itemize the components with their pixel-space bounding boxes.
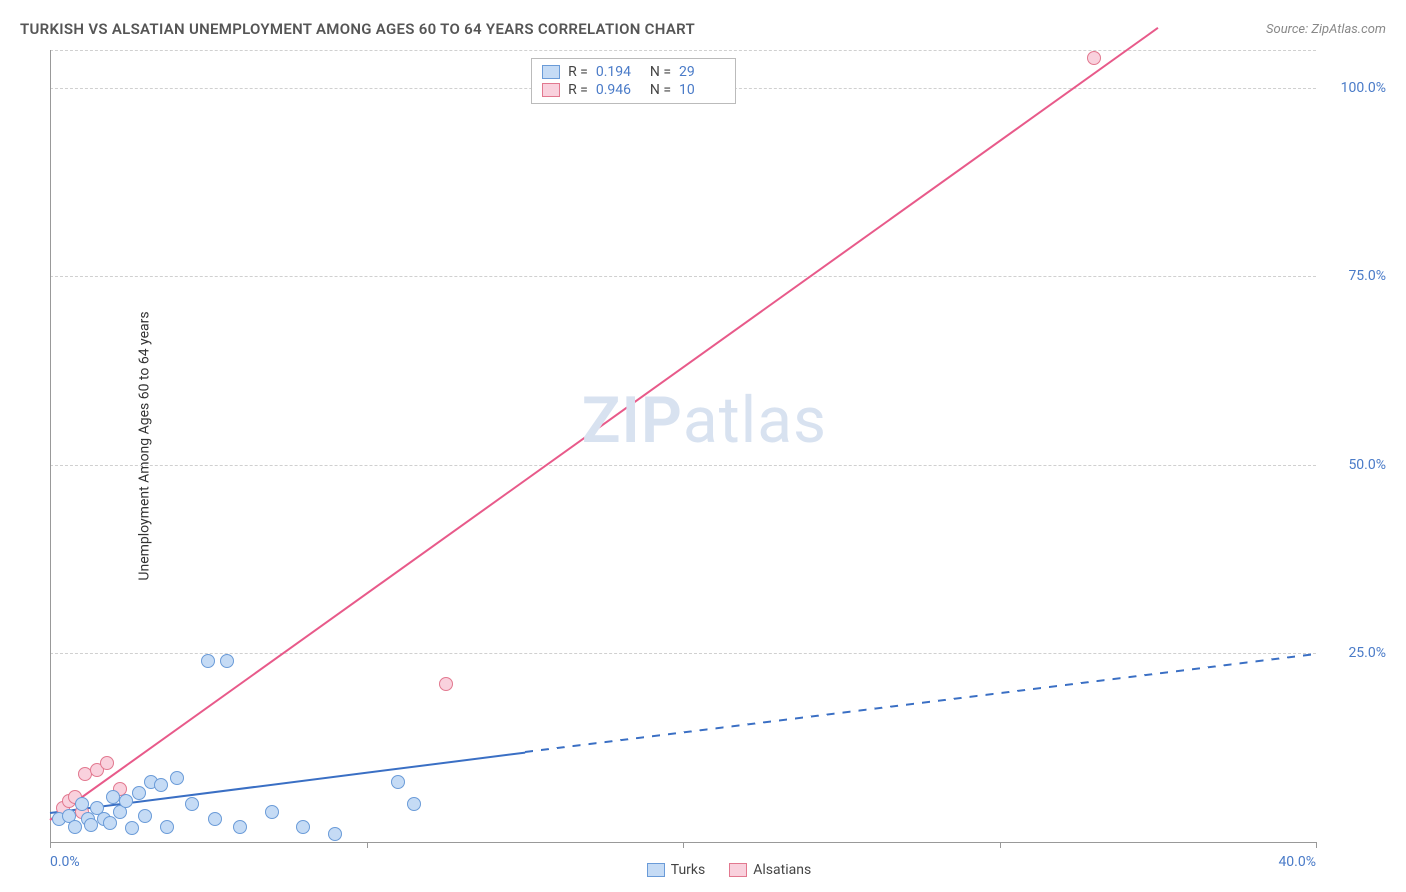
data-point — [391, 775, 405, 789]
data-point — [1087, 51, 1101, 65]
x-tick-label: 40.0% — [1278, 854, 1316, 870]
stat-n-value: 10 — [679, 82, 725, 98]
stats-row: R = 0.946 N = 10 — [542, 81, 725, 99]
data-point — [154, 778, 168, 792]
chart-title: TURKISH VS ALSATIAN UNEMPLOYMENT AMONG A… — [20, 20, 695, 38]
data-point — [160, 820, 174, 834]
legend-swatch — [647, 863, 665, 877]
gridline — [50, 653, 1316, 654]
x-tick — [50, 842, 51, 848]
stat-r-value: 0.194 — [596, 64, 642, 80]
x-tick — [683, 842, 684, 848]
chart-legend: Turks Alsatians — [647, 862, 811, 878]
legend-label: Alsatians — [753, 862, 811, 878]
legend-item: Alsatians — [729, 862, 811, 878]
chart-plot-area: 25.0%50.0%75.0%100.0%0.0%40.0% ZIPatlas … — [50, 50, 1316, 842]
x-tick — [367, 842, 368, 848]
y-tick-label: 75.0% — [1326, 268, 1386, 284]
y-tick-label: 25.0% — [1326, 645, 1386, 661]
trend-line — [49, 28, 1158, 822]
x-tick — [1316, 842, 1317, 848]
data-point — [296, 820, 310, 834]
series-swatch — [542, 65, 560, 79]
data-point — [201, 654, 215, 668]
stat-n-label: N = — [650, 64, 671, 80]
y-axis — [50, 50, 51, 842]
data-point — [233, 820, 247, 834]
data-point — [220, 654, 234, 668]
y-tick-label: 50.0% — [1326, 457, 1386, 473]
legend-label: Turks — [671, 862, 706, 878]
gridline — [50, 465, 1316, 466]
stat-r-value: 0.946 — [596, 82, 642, 98]
data-point — [185, 797, 199, 811]
stat-r-label: R = — [568, 82, 588, 98]
x-tick-label: 0.0% — [50, 854, 80, 870]
data-point — [208, 812, 222, 826]
stat-r-label: R = — [568, 64, 588, 80]
stats-row: R = 0.194 N = 29 — [542, 63, 725, 81]
data-point — [132, 786, 146, 800]
data-point — [407, 797, 421, 811]
legend-item: Turks — [647, 862, 706, 878]
data-point — [439, 677, 453, 691]
trend-line — [525, 653, 1316, 753]
data-point — [75, 797, 89, 811]
data-point — [138, 809, 152, 823]
stat-n-value: 29 — [679, 64, 725, 80]
x-tick — [1000, 842, 1001, 848]
data-point — [103, 816, 117, 830]
legend-swatch — [729, 863, 747, 877]
y-tick-label: 100.0% — [1326, 80, 1386, 96]
series-swatch — [542, 83, 560, 97]
data-point — [100, 756, 114, 770]
data-point — [170, 771, 184, 785]
stat-n-label: N = — [650, 82, 671, 98]
data-point — [68, 820, 82, 834]
data-point — [119, 794, 133, 808]
data-point — [265, 805, 279, 819]
correlation-stats-box: R = 0.194 N = 29 R = 0.946 N = 10 — [531, 58, 736, 104]
data-point — [125, 821, 139, 835]
source-attribution: Source: ZipAtlas.com — [1266, 22, 1386, 37]
data-point — [328, 827, 342, 841]
gridline — [50, 276, 1316, 277]
